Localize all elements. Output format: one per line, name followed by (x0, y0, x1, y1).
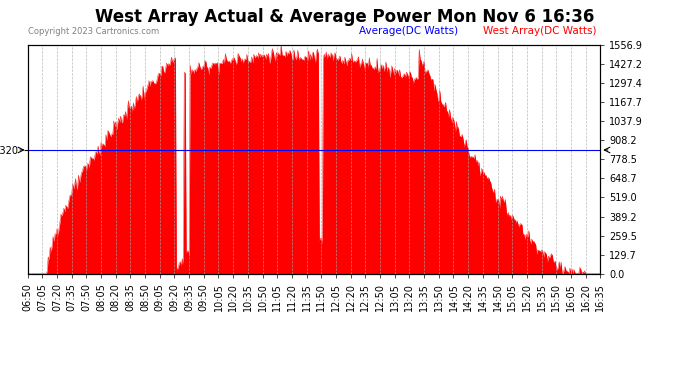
Text: Copyright 2023 Cartronics.com: Copyright 2023 Cartronics.com (28, 27, 159, 36)
Text: West Array Actual & Average Power Mon Nov 6 16:36: West Array Actual & Average Power Mon No… (95, 8, 595, 26)
Text: West Array(DC Watts): West Array(DC Watts) (483, 26, 596, 36)
Text: Average(DC Watts): Average(DC Watts) (359, 26, 458, 36)
